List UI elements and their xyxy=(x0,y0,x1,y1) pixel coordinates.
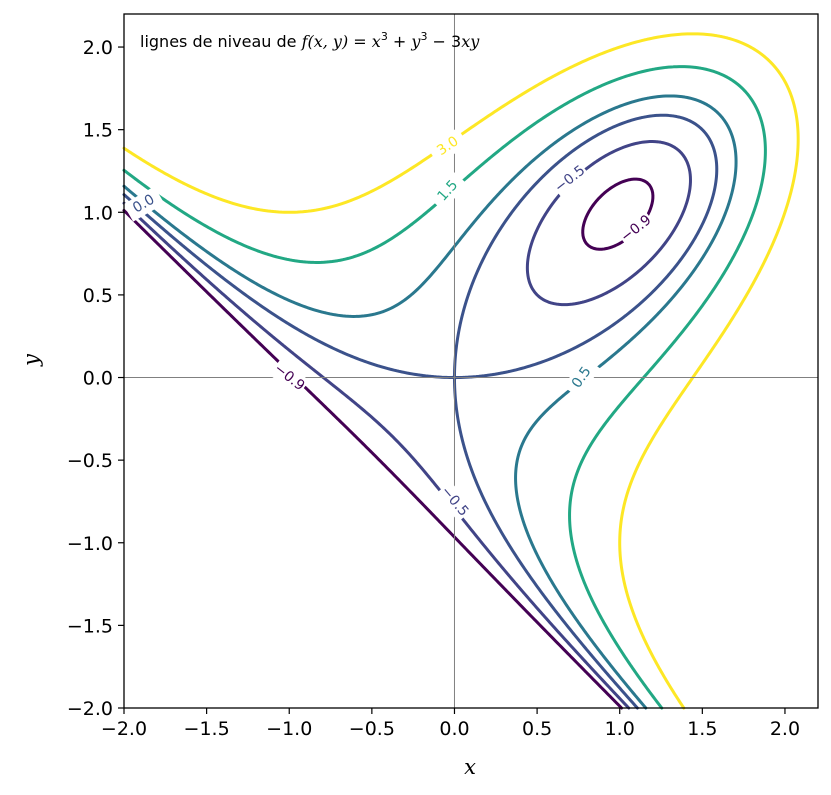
y-tick-label: 1.5 xyxy=(83,120,113,142)
x-tick-label: 1.0 xyxy=(605,718,635,740)
x-tick-label: 1.5 xyxy=(687,718,717,740)
title-minus: − 3 xyxy=(427,32,461,51)
plot-frame xyxy=(123,13,819,709)
contour-label-background xyxy=(549,160,591,199)
y-axis-ticks: −2.0 −1.5 −1.0 −0.5 0.0 0.5 1.0 1.5 2.0 xyxy=(67,37,124,720)
contour-label: −0.9 xyxy=(268,358,310,397)
x-axis-label: x xyxy=(464,755,476,779)
x-tick-label: −0.5 xyxy=(349,718,395,740)
x-tick-label: 0.0 xyxy=(439,718,469,740)
title-x: x xyxy=(372,32,381,51)
title-plus: + xyxy=(388,32,412,51)
contour-label-background xyxy=(427,127,469,165)
x-tick-label: 2.0 xyxy=(770,718,800,740)
y-tick-label: 2.0 xyxy=(83,37,113,59)
y-tick-label: 1.0 xyxy=(83,202,113,224)
title-sup2: 3 xyxy=(420,30,427,43)
contour-label-background xyxy=(428,170,468,211)
contour-level-1-5 xyxy=(122,65,767,710)
y-tick-label: −0.5 xyxy=(67,450,113,472)
title-xy: xy xyxy=(461,32,480,51)
contour-level-minus-0-9 xyxy=(122,177,655,710)
contour-label-background xyxy=(615,209,657,248)
contour-label-background xyxy=(268,358,310,397)
title-f: f xyxy=(301,32,311,51)
contour-label-background xyxy=(435,481,474,522)
contour-label: −0.5 xyxy=(435,481,474,522)
reference-lines xyxy=(124,14,818,708)
x-tick-label: 0.5 xyxy=(522,718,552,740)
title-args: (x, y) = xyxy=(307,32,371,51)
contour-label-background xyxy=(563,357,601,398)
title-prefix: lignes de niveau de xyxy=(140,32,302,51)
contour-labels: −0.9−0.9−0.5−0.50.51.53.00.0 xyxy=(123,127,657,522)
contour-level-0-5 xyxy=(122,94,738,710)
y-tick-label: −1.0 xyxy=(67,533,113,555)
contour-label-background xyxy=(123,186,165,222)
x-tick-label: −1.0 xyxy=(266,718,312,740)
x-tick-label: −2.0 xyxy=(101,718,147,740)
y-axis-label: y xyxy=(19,353,43,367)
title-sup1: 3 xyxy=(381,30,388,43)
contour-level-3 xyxy=(122,32,800,710)
x-tick-label: −1.5 xyxy=(184,718,230,740)
x-axis-ticks: −2.0 −1.5 −1.0 −0.5 0.0 0.5 1.0 1.5 2.0 xyxy=(101,708,800,740)
y-tick-label: −2.0 xyxy=(67,698,113,720)
contour-lines xyxy=(122,32,800,710)
title-y: y xyxy=(410,32,421,51)
chart-title: lignes de niveau de f(x, y) = x3 + y3 − … xyxy=(140,30,480,51)
contour-level-0 xyxy=(122,113,719,710)
y-tick-label: −1.5 xyxy=(67,615,113,637)
y-tick-label: 0.5 xyxy=(83,285,113,307)
y-tick-label: 0.0 xyxy=(83,368,113,390)
